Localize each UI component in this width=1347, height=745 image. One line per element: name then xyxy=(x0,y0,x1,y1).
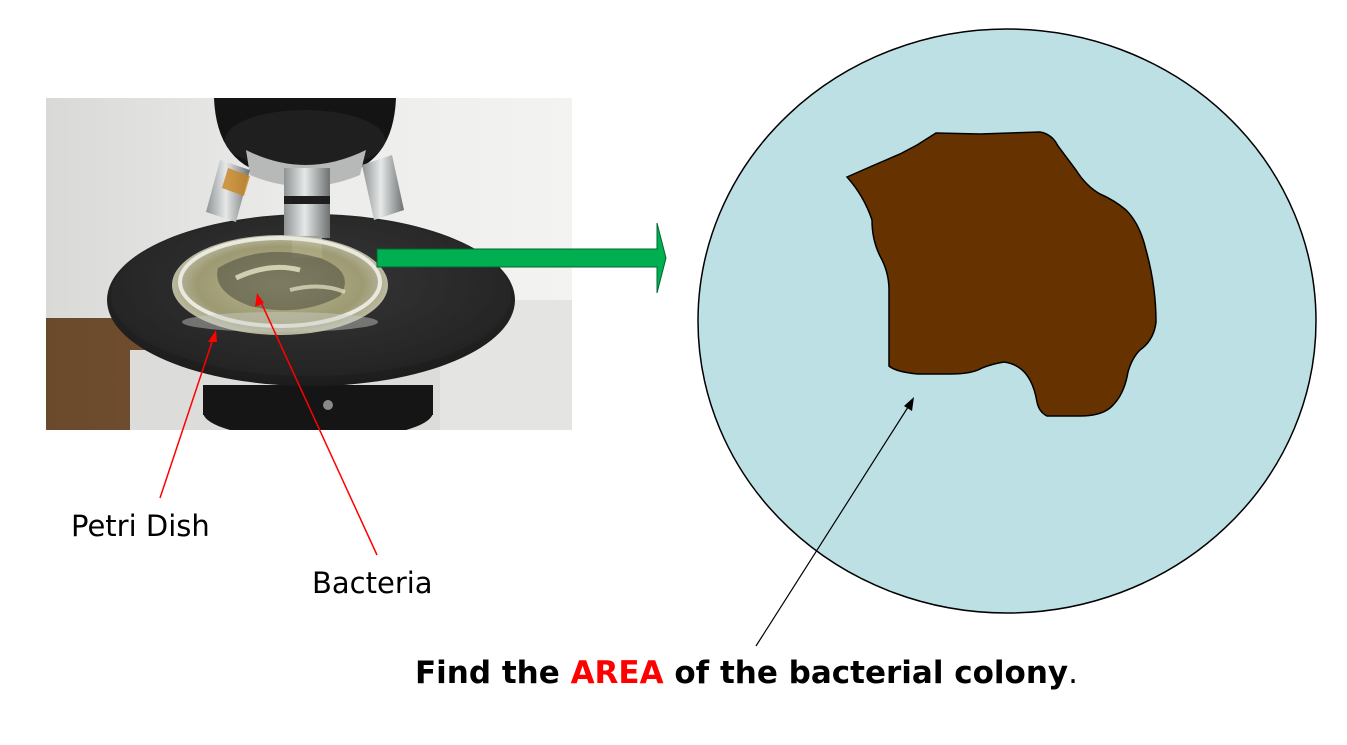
magnified-view xyxy=(697,28,1317,614)
bacteria-pointer xyxy=(255,293,378,556)
caption-prefix: Find the xyxy=(415,655,571,691)
colony-pointer xyxy=(755,397,914,647)
caption-period: . xyxy=(1068,655,1078,691)
bacterial-colony xyxy=(845,131,1157,417)
microscope-photo xyxy=(46,98,572,430)
petri-dish-pointer xyxy=(159,330,217,499)
question-caption: Find the AREA of the bacterial colony. xyxy=(415,655,1078,691)
caption-suffix: of the bacterial colony xyxy=(663,655,1069,691)
magnify-arrow xyxy=(376,222,667,294)
bacteria-label: Bacteria xyxy=(312,566,433,600)
caption-highlight: AREA xyxy=(570,655,664,691)
petri-dish-label: Petri Dish xyxy=(71,509,210,543)
